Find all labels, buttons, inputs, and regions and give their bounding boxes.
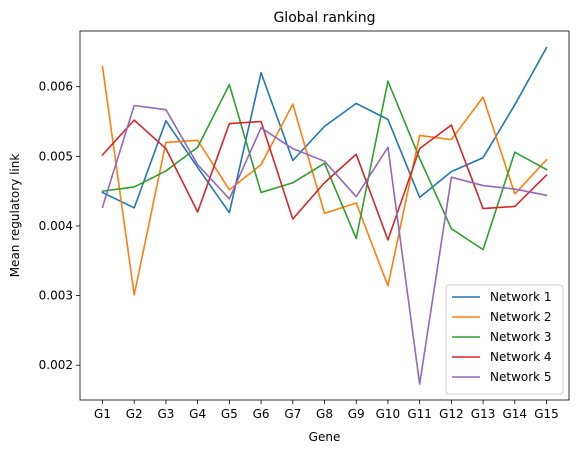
x-tick-label: G9 xyxy=(348,407,365,421)
x-tick-label: G5 xyxy=(221,407,238,421)
x-tick-label: G2 xyxy=(126,407,143,421)
y-tick-label: 0.004 xyxy=(39,219,73,233)
x-tick-label: G1 xyxy=(94,407,111,421)
legend-entry-label: Network 4 xyxy=(490,350,552,364)
chart-title: Global ranking xyxy=(273,10,375,26)
x-tick-label: G4 xyxy=(189,407,206,421)
x-tick-label: G14 xyxy=(502,407,527,421)
x-tick-label: G12 xyxy=(439,407,464,421)
x-tick-label: G7 xyxy=(284,407,301,421)
legend-entry-label: Network 1 xyxy=(490,290,552,304)
x-tick-label: G11 xyxy=(407,407,432,421)
x-tick-label: G6 xyxy=(253,407,270,421)
y-tick-label: 0.002 xyxy=(39,358,73,372)
series-line-network-4 xyxy=(101,119,548,241)
series-line-network-1 xyxy=(101,46,548,214)
x-tick-label: G15 xyxy=(534,407,559,421)
y-tick-label: 0.003 xyxy=(39,289,73,303)
x-tick-label: G10 xyxy=(376,407,401,421)
x-tick-label: G13 xyxy=(471,407,496,421)
y-tick-label: 0.005 xyxy=(39,149,73,163)
x-tick-label: G8 xyxy=(316,407,333,421)
x-axis-label: Gene xyxy=(309,430,341,444)
legend-entry-label: Network 2 xyxy=(490,310,552,324)
legend: Network 1 Network 2 Network 3 Network 4 Netw… xyxy=(445,284,564,395)
series-line-network-3 xyxy=(101,80,548,251)
legend-box xyxy=(445,284,564,395)
legend-entry-label: Network 3 xyxy=(490,330,552,344)
x-tick-label: G3 xyxy=(157,407,174,421)
y-axis-label: Mean regulatory link xyxy=(8,154,22,278)
legend-entry-label: Network 5 xyxy=(490,370,552,384)
series-line-network-5 xyxy=(101,104,548,385)
y-tick-label: 0.006 xyxy=(39,80,73,94)
series-line-network-2 xyxy=(101,65,548,296)
